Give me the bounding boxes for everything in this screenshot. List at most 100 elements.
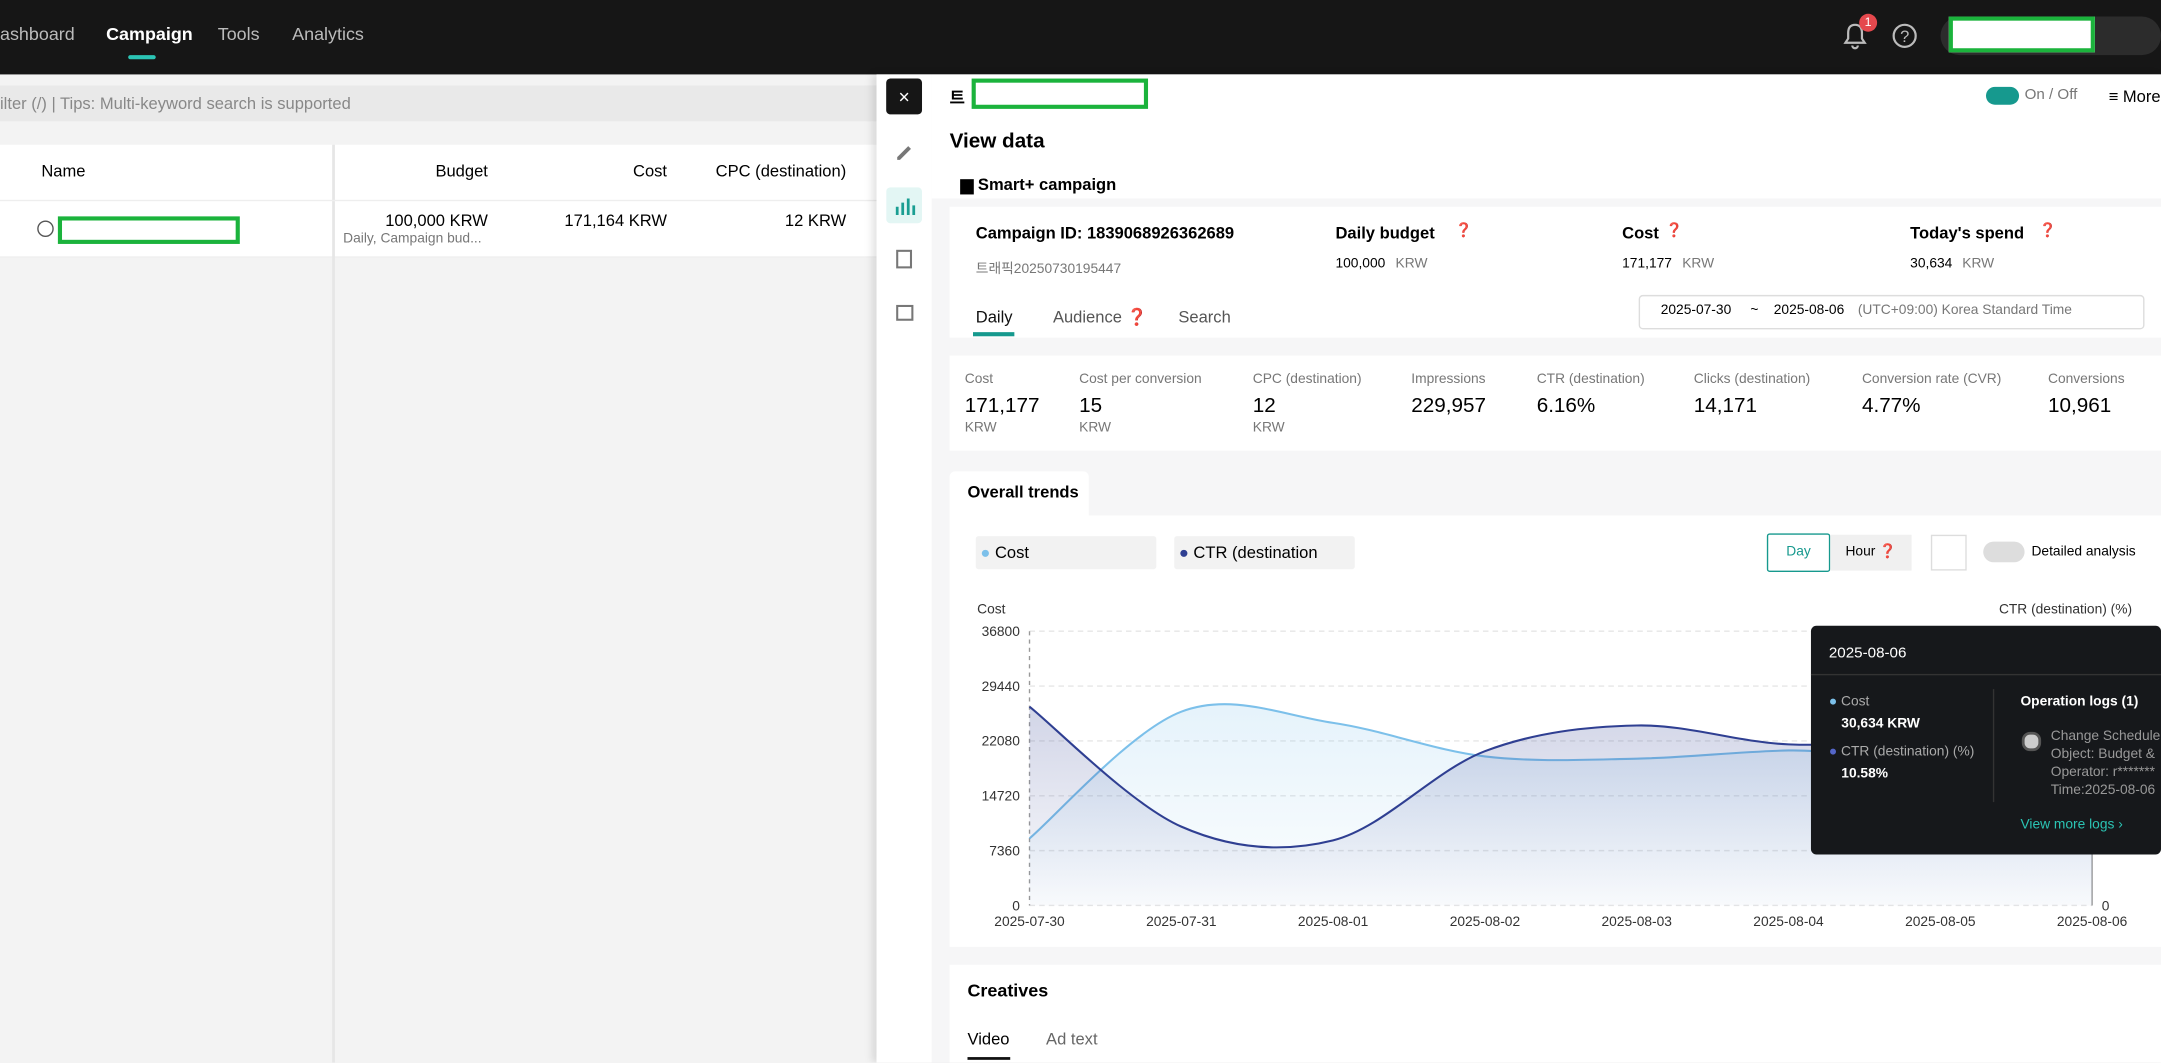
redacted-box [57,216,240,244]
tab[interactable]: Audience ❓ [1052,307,1148,327]
tooltip-name: Cost [1841,694,1870,710]
metric-value: 10,961 [2048,394,2112,418]
toggle-label: On / Off [2024,86,2078,104]
log-line: Object: Budget & [2050,746,2155,763]
tab-label: Audience [1052,307,1122,327]
column-header[interactable]: CPC (destination) [715,161,847,181]
x-tick-label: 2025-08-01 [1298,914,1368,929]
metrics-card [949,355,2161,451]
metric-select[interactable]: ● Cost [975,536,1157,570]
nav-item[interactable]: Analytics [292,23,364,45]
creatives-tab[interactable]: Ad text [1046,1029,1098,1049]
view-logs-link[interactable]: View more logs › [2020,817,2123,833]
budget: 100,000 KRW [385,210,488,231]
help-icon[interactable]: ? [1891,22,1919,50]
metric-value: 14,171 [1693,394,1758,418]
column-header[interactable]: Name [41,161,86,181]
metric-value: 12 [1252,394,1276,418]
metric-label: Conversions [2048,372,2125,388]
tab[interactable]: Daily [975,307,1013,327]
cpc: 12 KRW [784,210,847,231]
nav-item[interactable]: Tools [217,23,260,45]
redacted-box [971,78,1149,109]
metric-label: Clicks (destination) [1693,372,1811,388]
nav-item[interactable]: Campaign [106,23,193,45]
date-range[interactable] [1638,294,2145,330]
more-label: More [2122,86,2161,107]
side-icons [886,146,923,321]
heading: View data [949,129,1045,153]
campaign-type: ▆ Smart+ campaign [960,175,1117,195]
panel-header [931,74,2161,199]
metric-value: 229,957 [1411,394,1487,418]
budget-note: Daily, Campaign bud... [343,231,482,247]
expand-icon[interactable] [37,220,54,238]
metric-select[interactable]: ● CTR (destination [1174,536,1355,570]
log-dot [2021,731,2042,752]
select-label: Cost [994,543,1029,563]
tooltip [1810,625,2161,855]
metric-label: Impressions [1411,372,1486,388]
info-icon: ❓ [1455,223,1473,239]
tab-underline [967,1057,1011,1060]
side-strip [876,74,932,1063]
x-tick-label: 2025-08-05 [1905,914,1976,929]
metric-value: 6.16% [1536,394,1596,418]
redacted-box [1948,16,2095,53]
date-end: 2025-08-06 [1773,303,1845,319]
tooltip-date: 2025-08-06 [1828,644,1907,662]
y-tick-label: 7360 [989,843,1020,858]
tooltip-item: ● CTR (destination) (%) [1828,744,1975,760]
creatives-title: Creatives [967,979,1049,1001]
top-nav [0,0,2161,75]
y-tick-label: 0 [1012,898,1020,913]
metric-label: Cost per conversion [1079,372,1202,388]
column-header[interactable]: Cost [633,161,668,181]
x-tick-label: 2025-08-02 [1450,914,1520,929]
metric-label: Cost [964,372,994,388]
hour-button[interactable]: Hour ❓ [1830,534,1912,571]
search-placeholder: ilter (/) | Tips: Multi-keyword search i… [0,93,351,114]
x-tick-label: 2025-07-31 [1146,914,1216,929]
tooltip-divider [1810,673,2161,676]
metric-label: Conversion rate (CVR) [1861,372,2002,388]
hour-label: Hour [1845,544,1876,560]
nav-item[interactable]: ashboard [0,23,75,45]
tooltip-value: 30,634 KRW [1841,716,1920,732]
summary-unit: KRW [1682,256,1715,272]
more-button[interactable]: ≡ More [2108,86,2161,107]
log-line: Operator: r******* [2050,764,2155,781]
select-label: CTR (destination [1193,543,1318,563]
metric-unit: KRW [964,420,997,436]
close-button[interactable]: × [886,78,923,115]
summary-label: Today's spend [1910,223,2025,243]
tab[interactable]: Search [1178,307,1231,327]
summary-card [949,206,2161,338]
column-header[interactable]: Budget [435,161,488,181]
trends-tab[interactable] [949,471,1089,516]
y-axis-title: Cost [977,601,1005,616]
y-tick-label: 14720 [982,789,1021,804]
x-tick-label: 2025-08-03 [1602,914,1673,929]
summary-unit: KRW [1962,256,1995,272]
summary-value: 100,000 [1335,256,1386,272]
logs-title: Operation logs (1) [2020,694,2139,710]
creatives-tab[interactable]: Video [967,1029,1010,1049]
date-separator: ~ [1750,303,1759,319]
notification-badge: 1 [1859,13,1878,32]
y-tick-label: 29440 [982,679,1021,694]
tooltip-value: 10.58% [1841,766,1889,782]
cost: 171,164 KRW [564,210,668,231]
y2-tick-label: 0 [2102,898,2110,913]
tooltip-item: ● Cost [1828,694,1870,710]
row-divider [0,199,877,202]
detailed-toggle[interactable] [1983,541,2025,563]
table [0,144,877,258]
search-bar[interactable] [0,85,877,122]
campaign-name: 트래픽20250730195447 [975,261,1122,278]
export-button[interactable] [1930,534,1967,571]
day-button[interactable]: Day [1766,533,1831,572]
toggle[interactable] [1985,86,2020,105]
